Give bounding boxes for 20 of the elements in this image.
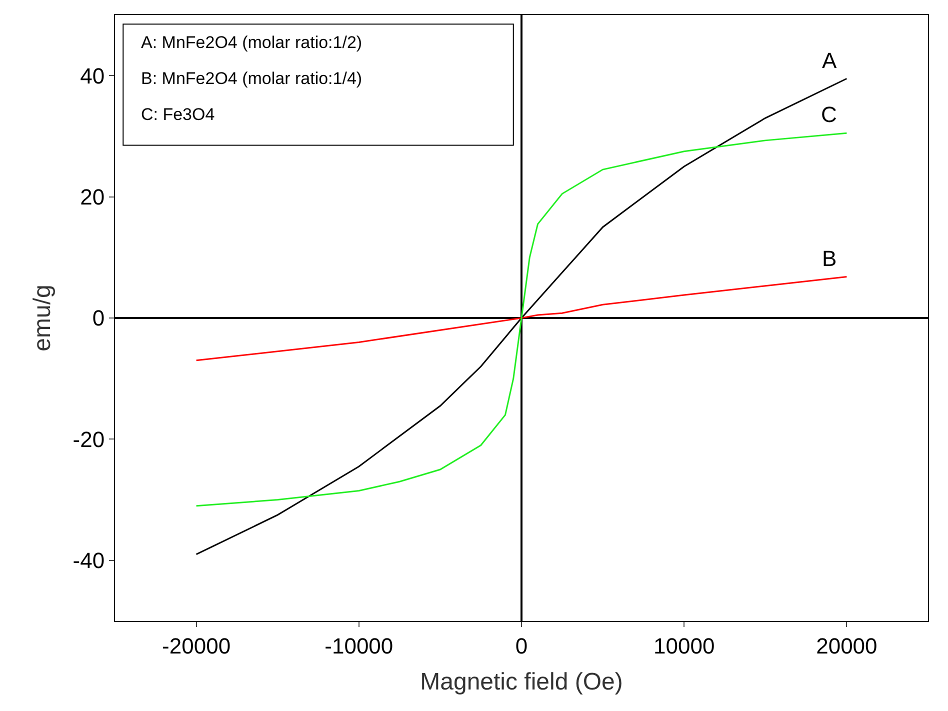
x-axis-title: Magnetic field (Oe): [420, 668, 623, 696]
x-tick-label: 20000: [816, 633, 878, 658]
x-tick-label: 0: [515, 633, 528, 658]
line-series: [196, 276, 848, 362]
y-tick-label: -20: [72, 426, 105, 452]
annotation: A: MnFe2O4 (molar ratio:1/2): [141, 33, 362, 52]
x-tick-label: -10000: [324, 633, 394, 658]
annotation: C: Fe3O4: [141, 105, 215, 124]
series-label: B: [822, 246, 837, 271]
x-tick-label: -20000: [162, 633, 231, 658]
series-label: C: [821, 102, 837, 127]
y-axis-title: emu/g: [28, 284, 56, 352]
annotation: B: MnFe2O4 (molar ratio:1/4): [141, 69, 362, 88]
line-series: [196, 132, 848, 507]
x-tick-label: 10000: [654, 633, 715, 658]
y-tick-label: -40: [72, 548, 105, 574]
y-tick-label: 0: [92, 306, 105, 331]
series-label: A: [822, 48, 837, 73]
y-tick-label: 40: [80, 63, 105, 88]
y-tick-label: 20: [80, 184, 105, 210]
